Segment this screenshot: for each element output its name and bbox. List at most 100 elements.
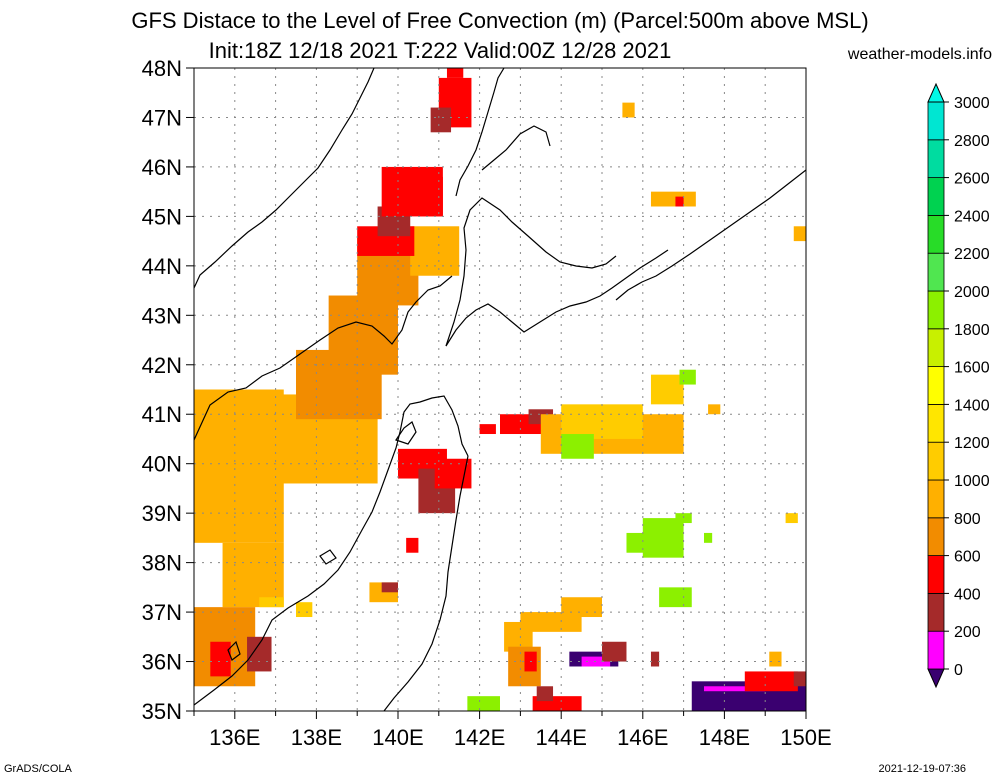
colorbar-segment [927, 214, 945, 254]
colorbar-label: 2000 [954, 284, 990, 301]
colorbar-label: 2400 [954, 208, 990, 225]
lfc-cell [675, 196, 684, 207]
lfc-cell [194, 389, 284, 543]
colorbar-label: 1000 [954, 473, 990, 490]
lat-label: 36N [142, 650, 182, 675]
lon-label: 140E [372, 725, 423, 750]
colorbar-label: 2600 [954, 171, 990, 188]
lfc-cell [222, 542, 284, 608]
colorbar-segment [927, 366, 945, 405]
coastline-sakhalin [455, 68, 505, 197]
lat-label: 44N [142, 254, 182, 279]
lfc-cell [793, 671, 806, 687]
colorbar-segment [927, 555, 945, 594]
lat-label: 43N [142, 303, 182, 328]
lat-label: 48N [142, 56, 182, 81]
lfc-cell [430, 107, 452, 133]
lfc-cell [679, 369, 696, 385]
colorbar-extend-high [927, 82, 945, 103]
latitude-labels: 48N 47N 46N 45N 44N 43N 42N 41N 40N 39N 38N 37N 36N 3… [142, 56, 182, 724]
lon-label: 136E [209, 725, 260, 750]
colorbar-segment [927, 630, 945, 670]
colorbar-label: 2800 [954, 133, 990, 150]
lfc-cell [704, 532, 713, 543]
lon-label: 148E [699, 725, 750, 750]
coastline-honshu-east [383, 455, 469, 711]
lon-label: 144E [536, 725, 587, 750]
lfc-cell [704, 686, 766, 692]
chart-title: GFS Distace to the Level of Free Convect… [131, 8, 869, 33]
coastline-hokkaido [445, 249, 669, 347]
colorbar-label: 600 [954, 549, 981, 566]
coastline [194, 68, 806, 711]
site-credit: weather-models.info [847, 46, 992, 63]
timestamp: 2021-12-19-07:36 [878, 763, 966, 775]
lat-label: 46N [142, 155, 182, 180]
lfc-cell [328, 295, 398, 375]
colorbar-segment [927, 177, 945, 216]
lfc-cell [769, 651, 782, 667]
colorbar-label: 1200 [954, 435, 990, 452]
coastline-sakhalin-east [481, 125, 551, 171]
colorbar-segment [927, 517, 945, 556]
lat-label: 41N [142, 402, 182, 427]
lfc-cell [659, 587, 692, 608]
software-credit: GrADS/COLA [4, 763, 72, 775]
colorbar-label: 1600 [954, 360, 990, 377]
lat-label: 38N [142, 551, 182, 576]
lon-label: 146E [617, 725, 668, 750]
colorbar-segment [927, 328, 945, 367]
lat-label: 37N [142, 600, 182, 625]
lfc-cell [467, 696, 500, 711]
lon-label: 138E [291, 725, 342, 750]
lat-label: 40N [142, 452, 182, 477]
colorbar-segment [927, 479, 945, 519]
lfc-cell [296, 602, 313, 618]
colorbar-segment [927, 593, 945, 632]
colorbar-label: 0 [954, 662, 963, 679]
coastline-kuril [615, 169, 806, 301]
colorbar-segment [927, 252, 945, 292]
lfc-cell [536, 686, 554, 702]
lfc-cell [446, 68, 464, 78]
colorbar-segment [927, 139, 945, 179]
map-grid [186, 67, 807, 719]
longitude-labels: 136E 138E 140E 142E 144E 146E 148E 150E [209, 725, 832, 750]
coastline-tsushima [227, 640, 241, 661]
colorbar-extend-low [927, 668, 945, 689]
lfc-cell [793, 226, 806, 242]
colorbar-label: 3000 [954, 95, 990, 112]
lfc-field-layer [194, 68, 806, 711]
colorbar-segment [927, 101, 945, 141]
coastline-mainland-asia [194, 68, 375, 289]
lfc-cell [602, 641, 627, 662]
colorbar: 0 200 400 600 800 1000 1200 1400 1600 1800 2000 220… [927, 82, 990, 689]
lfc-cell [410, 226, 460, 276]
lfc-cell [210, 641, 231, 677]
lfc-cell [650, 651, 660, 667]
lat-label: 45N [142, 204, 182, 229]
colorbar-segment [927, 403, 945, 443]
colorbar-label: 800 [954, 511, 981, 528]
coastline-honshu-west [194, 395, 469, 706]
lfc-cell [406, 537, 419, 553]
colorbar-label: 1400 [954, 397, 990, 414]
lfc-cell [479, 424, 496, 435]
lfc-cell [650, 374, 684, 405]
colorbar-segment [927, 290, 945, 330]
colorbar-label: 200 [954, 624, 981, 641]
lfc-cell [622, 102, 635, 118]
coastline-oki [319, 549, 337, 565]
coastline-hokkaido-north [445, 197, 617, 347]
lfc-cell [381, 582, 398, 593]
coastline-sado [395, 421, 417, 445]
lfc-cell [708, 404, 721, 415]
lat-label: 42N [142, 353, 182, 378]
lfc-cell [434, 458, 472, 489]
lfc-cell [785, 513, 798, 524]
lfc-cell [675, 513, 692, 524]
lfc-cell [561, 597, 602, 618]
lfc-cell [561, 434, 594, 459]
lfc-cell [247, 636, 272, 672]
